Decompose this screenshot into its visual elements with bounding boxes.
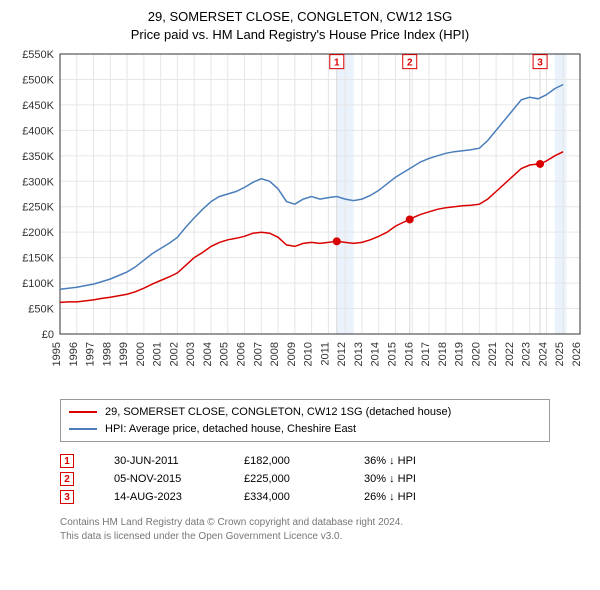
svg-text:2010: 2010: [303, 342, 315, 366]
svg-text:1: 1: [334, 58, 340, 69]
marker-diff: 36% ↓ HPI: [364, 455, 464, 467]
svg-text:2022: 2022: [504, 342, 516, 366]
svg-text:£200K: £200K: [22, 227, 54, 239]
marker-index-box: 3: [60, 490, 74, 504]
svg-text:2018: 2018: [437, 342, 449, 366]
svg-text:1996: 1996: [68, 342, 80, 366]
svg-text:1997: 1997: [85, 342, 97, 366]
footer-line-2: This data is licensed under the Open Gov…: [60, 530, 590, 544]
marker-price: £225,000: [244, 473, 324, 485]
svg-text:£550K: £550K: [22, 49, 54, 61]
svg-text:2000: 2000: [135, 342, 147, 366]
svg-text:£300K: £300K: [22, 176, 54, 188]
svg-text:2007: 2007: [252, 342, 264, 366]
legend-label: 29, SOMERSET CLOSE, CONGLETON, CW12 1SG …: [105, 404, 451, 421]
legend: 29, SOMERSET CLOSE, CONGLETON, CW12 1SG …: [60, 399, 550, 442]
marker-index-box: 2: [60, 472, 74, 486]
marker-date: 14-AUG-2023: [114, 491, 204, 503]
svg-text:3: 3: [537, 58, 543, 69]
marker-row: 3 14-AUG-2023 £334,000 26% ↓ HPI: [60, 488, 590, 506]
svg-text:2024: 2024: [537, 342, 549, 366]
legend-item: 29, SOMERSET CLOSE, CONGLETON, CW12 1SG …: [69, 404, 541, 421]
marker-diff: 26% ↓ HPI: [364, 491, 464, 503]
svg-text:2025: 2025: [554, 342, 566, 366]
svg-text:2002: 2002: [168, 342, 180, 366]
marker-date: 05-NOV-2015: [114, 473, 204, 485]
chart-area: £0 £50K £100K £150K £200K £250K £300K £350K £400…: [10, 49, 590, 389]
svg-text:£450K: £450K: [22, 100, 54, 112]
marker-table: 1 30-JUN-2011 £182,000 36% ↓ HPI 2 05-NOV-201…: [60, 452, 590, 506]
svg-text:2004: 2004: [202, 342, 214, 366]
svg-text:2015: 2015: [386, 342, 398, 366]
title-line-1: 29, SOMERSET CLOSE, CONGLETON, CW12 1SG: [10, 8, 590, 26]
svg-text:2020: 2020: [470, 342, 482, 366]
svg-text:2008: 2008: [269, 342, 281, 366]
svg-text:£250K: £250K: [22, 202, 54, 214]
svg-text:£150K: £150K: [22, 253, 54, 265]
marker-price: £182,000: [244, 455, 324, 467]
svg-text:2023: 2023: [521, 342, 533, 366]
svg-text:2011: 2011: [319, 342, 331, 366]
svg-text:2001: 2001: [152, 342, 164, 366]
legend-swatch: [69, 411, 97, 413]
svg-text:2012: 2012: [336, 342, 348, 366]
marker-date: 30-JUN-2011: [114, 455, 204, 467]
footer-line-1: Contains HM Land Registry data © Crown c…: [60, 516, 590, 530]
svg-text:£400K: £400K: [22, 125, 54, 137]
svg-text:£0: £0: [42, 329, 54, 341]
marker-row: 2 05-NOV-2015 £225,000 30% ↓ HPI: [60, 470, 590, 488]
svg-text:1998: 1998: [101, 342, 113, 366]
marker-index-box: 1: [60, 454, 74, 468]
legend-swatch: [69, 428, 97, 430]
svg-text:2026: 2026: [571, 342, 583, 366]
chart-title: 29, SOMERSET CLOSE, CONGLETON, CW12 1SG …: [10, 8, 590, 43]
svg-text:2016: 2016: [403, 342, 415, 366]
svg-text:2: 2: [407, 58, 413, 69]
marker-row: 1 30-JUN-2011 £182,000 36% ↓ HPI: [60, 452, 590, 470]
svg-text:2019: 2019: [454, 342, 466, 366]
svg-text:2009: 2009: [286, 342, 298, 366]
svg-text:2005: 2005: [219, 342, 231, 366]
svg-text:£500K: £500K: [22, 75, 54, 87]
legend-item: HPI: Average price, detached house, Ches…: [69, 421, 541, 438]
chart-svg: £0 £50K £100K £150K £200K £250K £300K £350K £400…: [10, 49, 590, 389]
svg-text:2003: 2003: [185, 342, 197, 366]
svg-text:2013: 2013: [353, 342, 365, 366]
footer-attribution: Contains HM Land Registry data © Crown c…: [60, 516, 590, 543]
svg-text:1999: 1999: [118, 342, 130, 366]
svg-text:2006: 2006: [236, 342, 248, 366]
title-line-2: Price paid vs. HM Land Registry's House …: [10, 26, 590, 44]
svg-text:1995: 1995: [51, 342, 63, 366]
svg-text:2017: 2017: [420, 342, 432, 366]
marker-price: £334,000: [244, 491, 324, 503]
svg-text:£350K: £350K: [22, 151, 54, 163]
svg-text:£50K: £50K: [28, 304, 54, 316]
svg-text:2021: 2021: [487, 342, 499, 366]
svg-text:£100K: £100K: [22, 278, 54, 290]
chart-container: 29, SOMERSET CLOSE, CONGLETON, CW12 1SG …: [0, 0, 600, 553]
marker-diff: 30% ↓ HPI: [364, 473, 464, 485]
svg-text:2014: 2014: [370, 342, 382, 366]
legend-label: HPI: Average price, detached house, Ches…: [105, 421, 356, 438]
